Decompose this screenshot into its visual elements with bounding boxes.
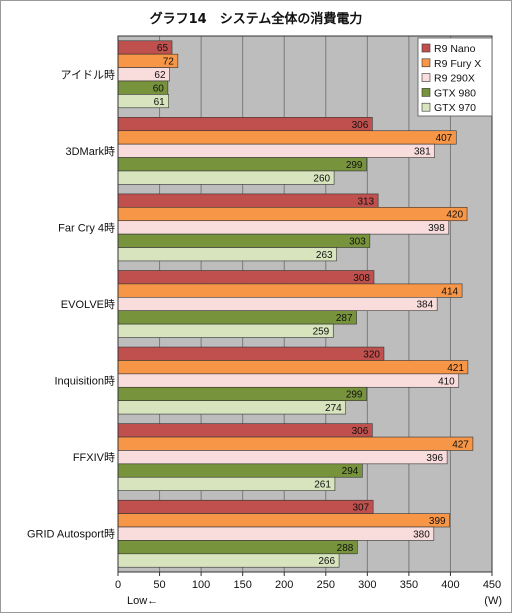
bar-3-2 <box>117 296 438 311</box>
bar-value-label: 261 <box>314 480 331 491</box>
bar-value-label: 299 <box>346 390 363 401</box>
category-label: EVOLVE時 <box>61 298 115 311</box>
bar-4-1 <box>117 360 469 375</box>
bar-value-label: 303 <box>349 237 366 248</box>
x-tick-label: 100 <box>192 579 210 591</box>
bar-value-label: 420 <box>446 210 463 221</box>
x-tick-label: 300 <box>358 579 376 591</box>
legend-swatch <box>421 88 431 97</box>
bar-value-label: 72 <box>163 57 175 68</box>
bar-value-label: 260 <box>313 173 330 184</box>
bar-5-3 <box>117 463 363 478</box>
bar-value-label: 306 <box>352 426 369 437</box>
category-label: FFXIV時 <box>73 451 115 464</box>
bar-value-label: 288 <box>337 543 354 554</box>
bar-value-label: 313 <box>357 196 374 207</box>
bar-value-label: 274 <box>325 403 342 414</box>
bar-value-label: 60 <box>153 83 165 94</box>
bar-2-1 <box>117 207 468 222</box>
bar-value-label: 427 <box>452 439 469 450</box>
bar-3-1 <box>117 283 463 298</box>
bar-value-label: 266 <box>318 556 335 567</box>
bar-6-1 <box>117 513 450 528</box>
bar-value-label: 410 <box>438 376 455 387</box>
bar-value-label: 414 <box>441 286 458 297</box>
bar-value-label: 396 <box>426 453 443 464</box>
bar-value-label: 259 <box>313 327 330 338</box>
bar-2-3 <box>117 233 371 248</box>
x-tick-label: 400 <box>441 579 459 591</box>
bar-6-4 <box>117 553 340 568</box>
bar-value-label: 399 <box>429 516 446 527</box>
bar-value-label: 381 <box>414 147 431 158</box>
bar-5-4 <box>117 476 336 491</box>
x-tick-label: 50 <box>153 579 165 591</box>
bar-6-0 <box>117 499 374 514</box>
bar-1-1 <box>117 130 457 145</box>
bar-6-2 <box>117 526 435 541</box>
bar-4-4 <box>117 400 347 415</box>
bar-3-3 <box>117 310 357 325</box>
chart-title: グラフ14 システム全体の消費電力 <box>150 11 363 27</box>
legend-label: GTX 970 <box>434 102 476 114</box>
bar-value-label: 320 <box>363 349 380 360</box>
category-label: 3DMark時 <box>65 145 115 158</box>
legend-swatch <box>421 43 431 53</box>
low-indicator: Low← <box>127 595 158 607</box>
legend-label: R9 290X <box>434 73 475 85</box>
bar-4-2 <box>117 373 460 388</box>
x-tick-label: 200 <box>275 579 293 591</box>
bar-5-2 <box>117 450 448 465</box>
bar-value-label: 299 <box>346 160 363 171</box>
legend-swatch <box>421 102 431 112</box>
bar-value-label: 307 <box>352 503 369 514</box>
bar-5-0 <box>117 423 373 438</box>
bar-value-label: 384 <box>416 300 433 311</box>
bar-value-label: 294 <box>342 466 359 477</box>
bar-5-1 <box>117 436 474 451</box>
bar-value-label: 263 <box>316 250 333 261</box>
legend-swatch <box>421 73 431 82</box>
legend-label: R9 Nano <box>434 43 476 55</box>
bar-value-label: 61 <box>154 97 166 108</box>
legend <box>417 37 493 117</box>
x-tick-label: 0 <box>115 579 121 591</box>
bar-3-0 <box>117 270 375 285</box>
bar-value-label: 380 <box>413 529 430 540</box>
bar-4-0 <box>117 346 385 361</box>
bar-value-label: 308 <box>353 273 370 284</box>
category-label: Inquisition時 <box>54 375 115 388</box>
category-label: アイドル時 <box>61 68 115 81</box>
bar-4-3 <box>117 386 367 401</box>
bar-1-2 <box>117 143 435 158</box>
bar-value-label: 306 <box>352 120 369 131</box>
bar-value-label: 65 <box>157 43 169 54</box>
x-tick-label: 250 <box>317 579 335 591</box>
bar-1-4 <box>117 170 335 185</box>
bar-value-label: 407 <box>436 133 453 144</box>
x-tick-label: 450 <box>483 579 501 591</box>
unit-label: (W) <box>484 595 502 607</box>
bar-value-label: 421 <box>447 363 464 374</box>
bar-value-label: 398 <box>428 223 445 234</box>
x-tick-label: 350 <box>400 579 418 591</box>
bar-value-label: 62 <box>154 70 166 81</box>
x-tick-label: 150 <box>233 579 251 591</box>
bar-2-4 <box>117 247 337 262</box>
category-label: GRID Autosport時 <box>27 528 115 541</box>
legend-label: GTX 980 <box>434 87 476 99</box>
bar-2-2 <box>117 220 450 235</box>
bar-1-3 <box>117 157 367 172</box>
bar-6-3 <box>117 540 358 555</box>
legend-swatch <box>421 58 431 68</box>
bar-3-4 <box>117 323 334 338</box>
plot-border <box>117 35 493 573</box>
bar-1-0 <box>117 117 373 132</box>
legend-label: R9 Fury X <box>434 58 481 70</box>
bar-2-0 <box>117 193 379 208</box>
category-label: Far Cry 4時 <box>58 221 115 234</box>
bar-value-label: 287 <box>336 313 353 324</box>
